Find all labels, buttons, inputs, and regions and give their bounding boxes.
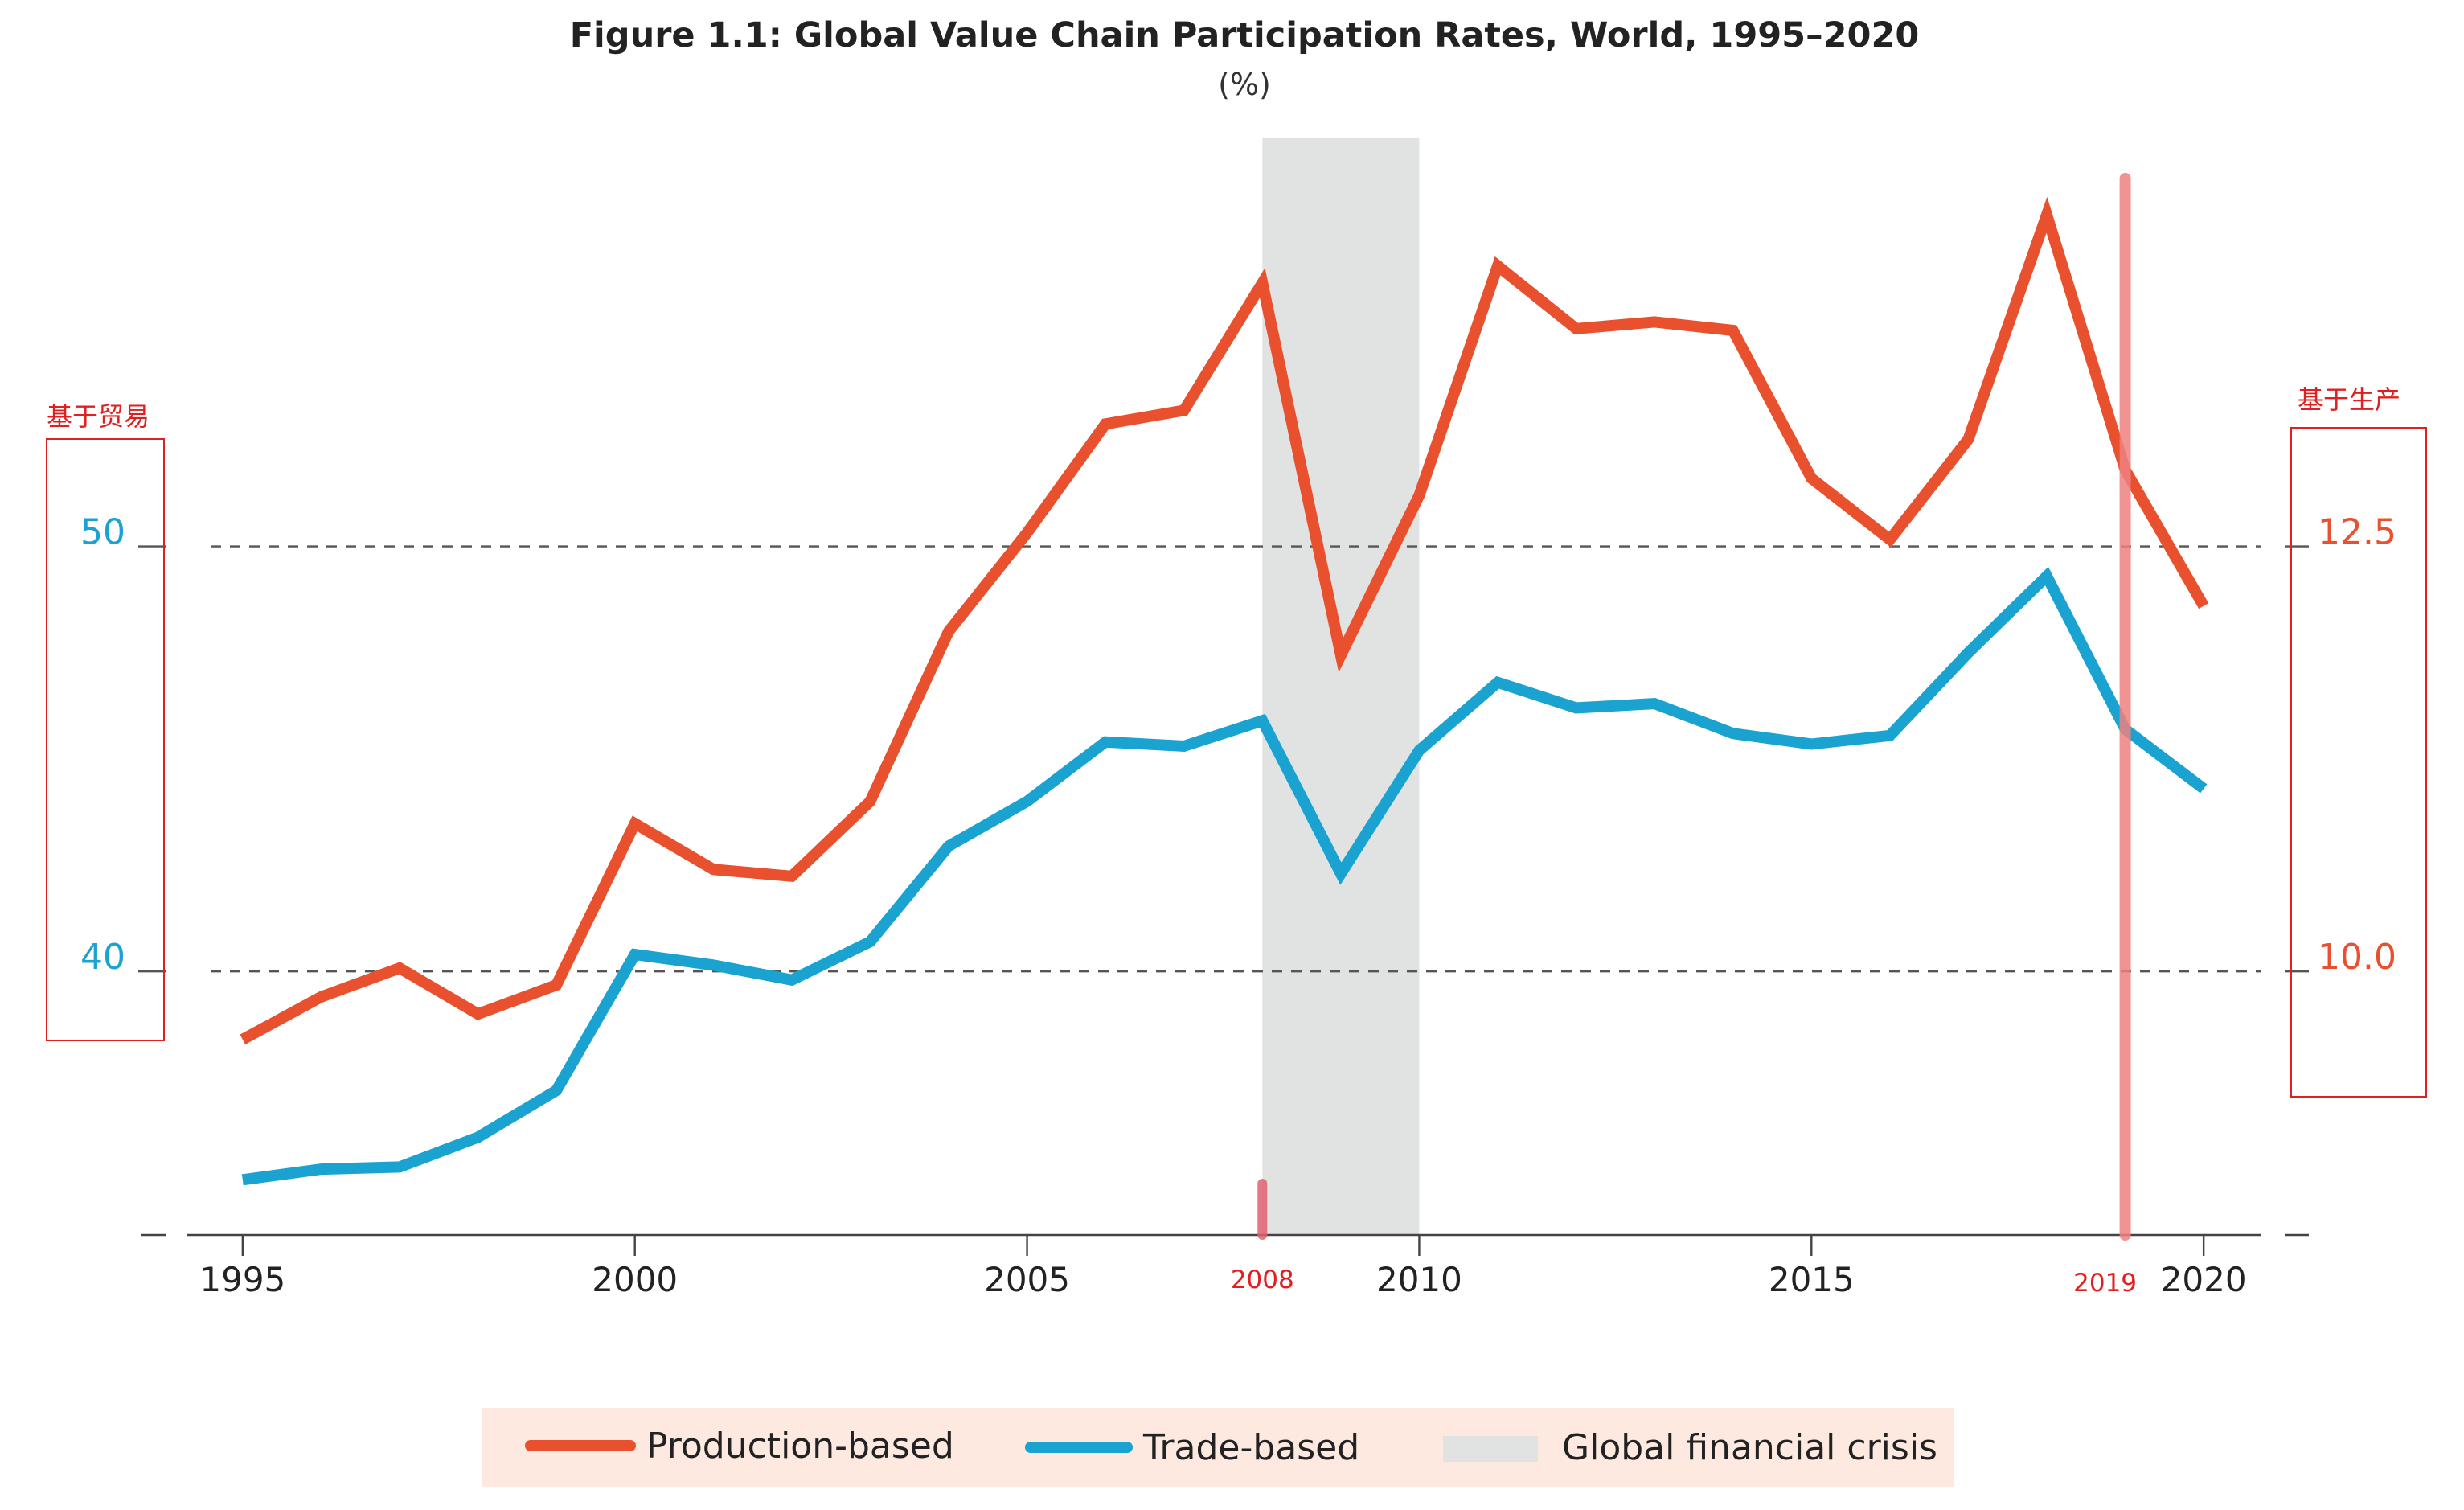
- x-tick-label: 2000: [592, 1260, 678, 1299]
- left-tick-label: 50: [80, 512, 125, 553]
- x-tick-label: 1995: [199, 1260, 285, 1299]
- right-tick-label: 10.0: [2318, 937, 2396, 978]
- left-axis-annotation-box: [46, 438, 165, 1041]
- marker-label-2019: 2019: [2073, 1269, 2137, 1298]
- right-axis-annotation: 基于生产: [2298, 384, 2400, 415]
- legend: Production-based Trade-based Global fina…: [482, 1408, 1954, 1487]
- crisis-shading: [1262, 138, 1420, 1235]
- legend-background: [482, 1408, 1954, 1487]
- legend-label-trade: Trade-based: [1142, 1427, 1359, 1468]
- series-line-production-based: [240, 196, 2209, 1044]
- legend-label-crisis: Global financial crisis: [1562, 1427, 1937, 1468]
- chart-title: Figure 1.1: Global Value Chain Participa…: [570, 15, 1920, 55]
- x-tick-label: 2005: [984, 1260, 1070, 1299]
- x-tick-label: 2020: [2161, 1260, 2247, 1299]
- x-tick-label: 2015: [1769, 1260, 1855, 1299]
- left-tick-label: 40: [80, 937, 125, 978]
- legend-label-production: Production-based: [646, 1426, 954, 1467]
- plot-area: 40 50 10.0 12.5 1995 2000 2005 2010 2015 2020 2008…: [80, 138, 2396, 1299]
- right-axis-annotation-box: [2290, 427, 2427, 1098]
- x-tick-label: 2010: [1376, 1260, 1462, 1299]
- legend-swatch-crisis: [1443, 1436, 1538, 1462]
- marker-label-2008: 2008: [1231, 1266, 1294, 1295]
- right-tick-label: 12.5: [2318, 512, 2396, 553]
- left-axis-annotation: 基于贸易: [47, 401, 150, 432]
- chart-subtitle: (%): [1218, 67, 1271, 102]
- series-line-trade-based: [241, 566, 2208, 1186]
